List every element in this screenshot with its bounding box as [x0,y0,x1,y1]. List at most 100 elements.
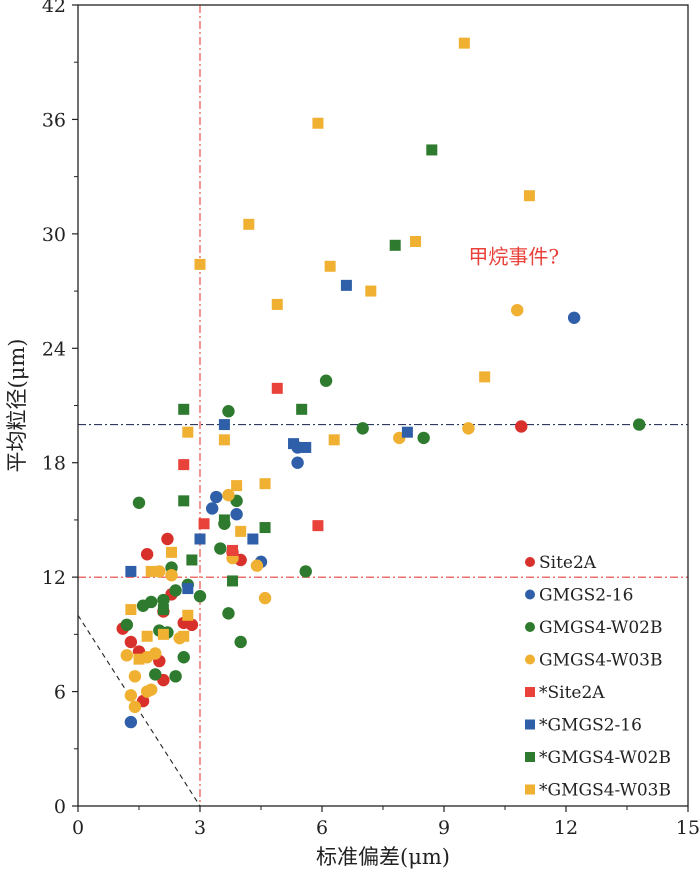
data-point [145,595,158,609]
legend-marker [525,752,535,762]
series-gmgs4-w03b [120,303,524,714]
data-point [222,405,235,418]
legend-marker [525,687,535,697]
legend-marker [525,719,535,730]
data-point [193,590,207,603]
data-point [259,478,271,490]
data-point [222,607,235,620]
data-point [328,434,340,446]
data-point [178,459,190,471]
data-point [230,508,243,521]
data-point [633,418,646,431]
data-point [218,514,230,526]
data-point [182,609,194,621]
legend-item: *GMGS2-16 [525,716,642,736]
data-point [300,441,312,453]
data-point [271,298,283,310]
legend-item: GMGS4-W02B [525,618,662,638]
data-point [177,651,190,664]
data-point [128,700,142,714]
data-point [120,649,133,662]
data-point [319,374,333,387]
legend-marker [525,654,535,665]
legend-marker [525,589,535,600]
series-reworked-gmgs2-16 [125,279,413,595]
y-tick-label: 0 [54,796,66,818]
legend-label: GMGS4-W02B [539,618,662,638]
data-point [523,190,535,202]
legend-label: GMGS2-16 [539,586,633,606]
data-point [133,653,145,665]
data-point [462,422,475,435]
data-point [128,670,142,683]
data-point [222,488,235,502]
data-point [145,683,158,696]
legend-label: *GMGS2-16 [539,716,642,736]
x-tick-label: 3 [194,817,206,839]
x-tick-label: 15 [676,817,700,839]
data-point [389,239,401,251]
y-tick-label: 42 [42,0,66,17]
x-tick-label: 0 [72,817,84,839]
legend-item: *GMGS4-W02B [525,748,671,768]
data-point [169,584,182,597]
data-point [132,496,146,509]
x-tick-label: 12 [554,817,578,839]
data-point [140,548,154,561]
data-point [235,525,247,537]
legend-marker [525,557,535,567]
data-points [116,37,646,729]
data-point [198,518,210,530]
y-tick-label: 30 [42,224,66,246]
legend-marker [525,784,535,795]
x-tick-label: 6 [316,817,328,839]
data-point [227,544,239,556]
legend-marker [525,622,535,632]
data-point [206,502,219,515]
data-point [401,426,413,438]
data-point [186,554,198,566]
data-point [178,495,190,507]
data-point [178,630,190,642]
legend-label: GMGS4-W03B [539,651,662,671]
legend-item: GMGS2-16 [525,586,633,606]
data-point [125,604,137,616]
data-point [324,260,336,272]
data-point [365,285,377,297]
legend: Site2A GMGS2-16 GMGS4-W02B GMGS4-W03B *Site2… [525,553,671,801]
data-point [356,422,369,435]
data-point [149,647,162,660]
y-axis-title: 平均粒径(μm) [5,339,29,473]
data-point [210,490,223,504]
data-point [271,382,283,394]
y-tick-label: 6 [54,682,66,704]
data-point [124,689,138,702]
data-point [120,618,133,632]
methane-event-annotation: 甲烷事件? [468,245,559,269]
legend-item: *Site2A [525,683,605,703]
legend-label: *Site2A [539,683,605,703]
data-point [250,559,264,572]
data-point [165,569,178,582]
data-point [234,635,247,649]
data-point [178,403,190,415]
data-point [410,235,422,247]
data-point [218,419,230,431]
data-point [218,434,230,446]
reference-lines [77,5,688,807]
data-point [340,279,352,291]
data-point [417,431,430,445]
data-point [125,565,137,577]
legend-item: GMGS4-W03B [525,651,662,671]
series-gmgs4-w02b [120,374,646,683]
data-point [149,668,162,681]
data-point [194,258,206,270]
data-point [291,456,304,469]
data-point [214,542,227,555]
data-point [511,303,524,317]
data-point [124,635,138,649]
legend-label: Site2A [539,553,597,573]
data-point [312,520,324,532]
